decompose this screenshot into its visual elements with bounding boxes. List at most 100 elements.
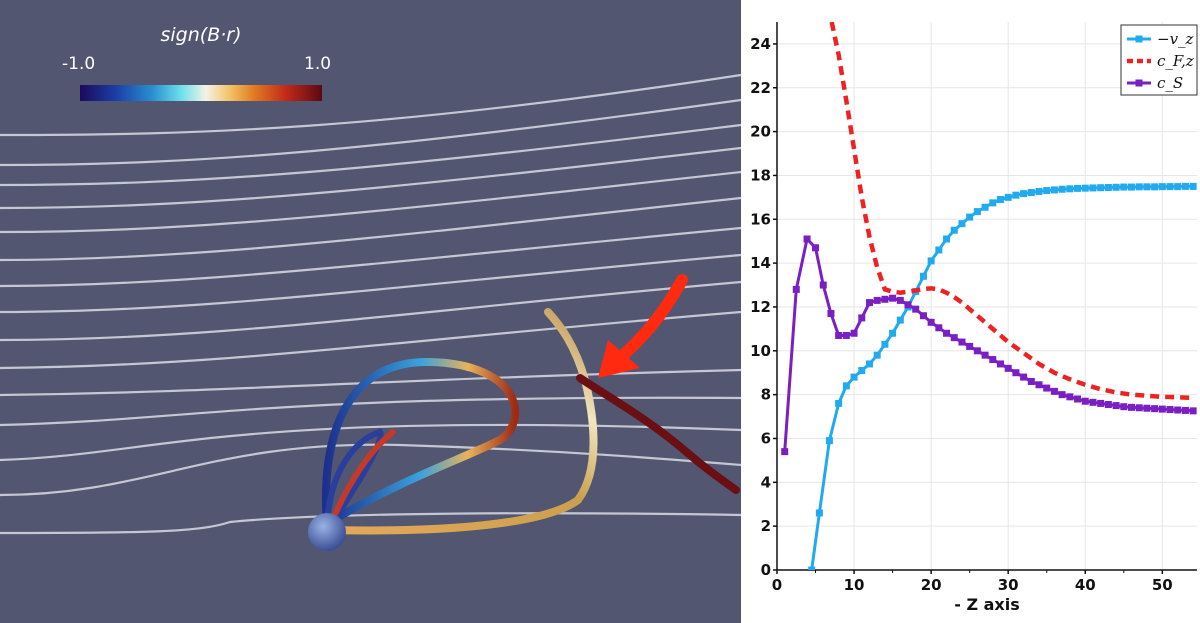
streamlines [0,73,741,535]
x-axis-label: - Z axis [954,595,1020,614]
legend-marker-2 [1135,79,1143,87]
series-0-point [1104,183,1112,191]
series-0-point [881,340,889,348]
series-0-point [1158,183,1166,191]
series-2-point [881,295,889,303]
series-line-0 [810,184,1194,570]
series [781,22,1197,570]
series-2-point [781,448,789,456]
series-2-point [1127,403,1135,411]
series-0-point [981,203,989,211]
series-2-point [1166,406,1174,414]
series-2-point [1174,406,1182,414]
central-sphere [308,513,346,551]
series-0-point [1066,185,1074,193]
series-0-point [1135,183,1143,191]
series-2-point [1027,377,1035,385]
series-0-point [808,566,816,570]
series-0-point [873,351,881,359]
x-tick-label: 20 [921,576,942,594]
series-2-point [896,296,904,304]
series-2-point [1143,404,1151,412]
series-2-point [1104,401,1112,409]
legend-label-0: −v_z [1157,30,1194,48]
closed-loop-small-a [324,428,384,528]
series-2-point [1074,395,1082,403]
series-0-point [1189,182,1197,190]
series-2-point [1120,403,1128,411]
series-2-point [1081,397,1089,405]
series-0-point [958,220,966,228]
colorbar-min-label: -1.0 [62,54,96,74]
series-0-point [1058,185,1066,193]
open-field-line [326,308,598,535]
series-2-point [912,305,920,313]
grid [776,22,1197,571]
series-0-point [1043,187,1051,195]
y-tick-label: 8 [761,386,771,404]
series-0-point [1174,183,1182,191]
series-0-point [1143,183,1151,191]
series-2-point [919,312,927,320]
line-chart-panel: 0 2 4 6 8 10 12 14 16 18 20 22 24 0 10 20 30 40 50 - Z axi… [741,0,1200,623]
series-line-2 [783,235,1194,452]
highlight-arrow [598,274,688,378]
series-2-point [842,331,850,339]
series-0-point [943,235,951,243]
series-0-point [1166,183,1174,191]
series-0-point [996,196,1004,204]
y-tick-label: 20 [750,123,771,141]
series-2-point [850,329,858,337]
series-2-point [1043,384,1051,392]
x-tick-label: 10 [844,576,865,594]
colorbar-max-label: 1.0 [304,54,332,74]
closed-loop-small-b [327,429,396,528]
series-2-point [1012,369,1020,377]
y-tick-label: 4 [761,473,771,491]
series-0-point [1089,184,1097,192]
series-0-point [815,509,823,517]
y-tick-label: 2 [761,517,771,535]
series-0-point [1112,183,1120,191]
series-0-point [1012,191,1020,199]
series-2-point [966,342,974,350]
series-2-point [835,331,843,339]
series-0-point [1050,186,1058,194]
series-0-point [989,199,997,207]
series-2-point [1020,373,1028,381]
series-0-point [865,360,873,368]
series-0-point [1074,184,1082,192]
series-2-point [1050,387,1058,395]
series-2-point [792,285,800,293]
x-tick-label: 0 [772,576,782,594]
closed-loop-large [322,357,520,529]
series-0-point [935,246,943,254]
x-tick-label: 50 [1152,576,1173,594]
y-tick-label: 14 [750,254,771,272]
series-0-point [825,437,833,445]
series-2-point [1189,407,1197,415]
series-0-point [1151,183,1159,191]
series-0-point [973,208,981,216]
field-line-visualization: sign(B·r) -1.0 1.0 [0,0,741,623]
series-2-point [981,351,989,359]
series-0-point [927,257,935,265]
series-0-point [1004,193,1012,201]
legend: −v_z c_F,z c_S [1120,24,1198,96]
series-0-point [835,399,843,407]
series-0-point [1181,182,1189,190]
series-2-point [803,235,811,243]
series-2-point [1066,393,1074,401]
y-tick-label: 16 [750,210,771,228]
series-2-point [819,281,827,289]
series-0-point [896,316,904,324]
series-line-1 [829,22,1194,401]
series-2-point [958,338,966,346]
series-0-point [1027,189,1035,197]
series-0-point [850,373,858,381]
legend-label-1: c_F,z [1157,52,1194,70]
series-2-point [1151,405,1159,413]
y-tick-label: 22 [750,79,771,97]
series-0-point [919,272,927,280]
